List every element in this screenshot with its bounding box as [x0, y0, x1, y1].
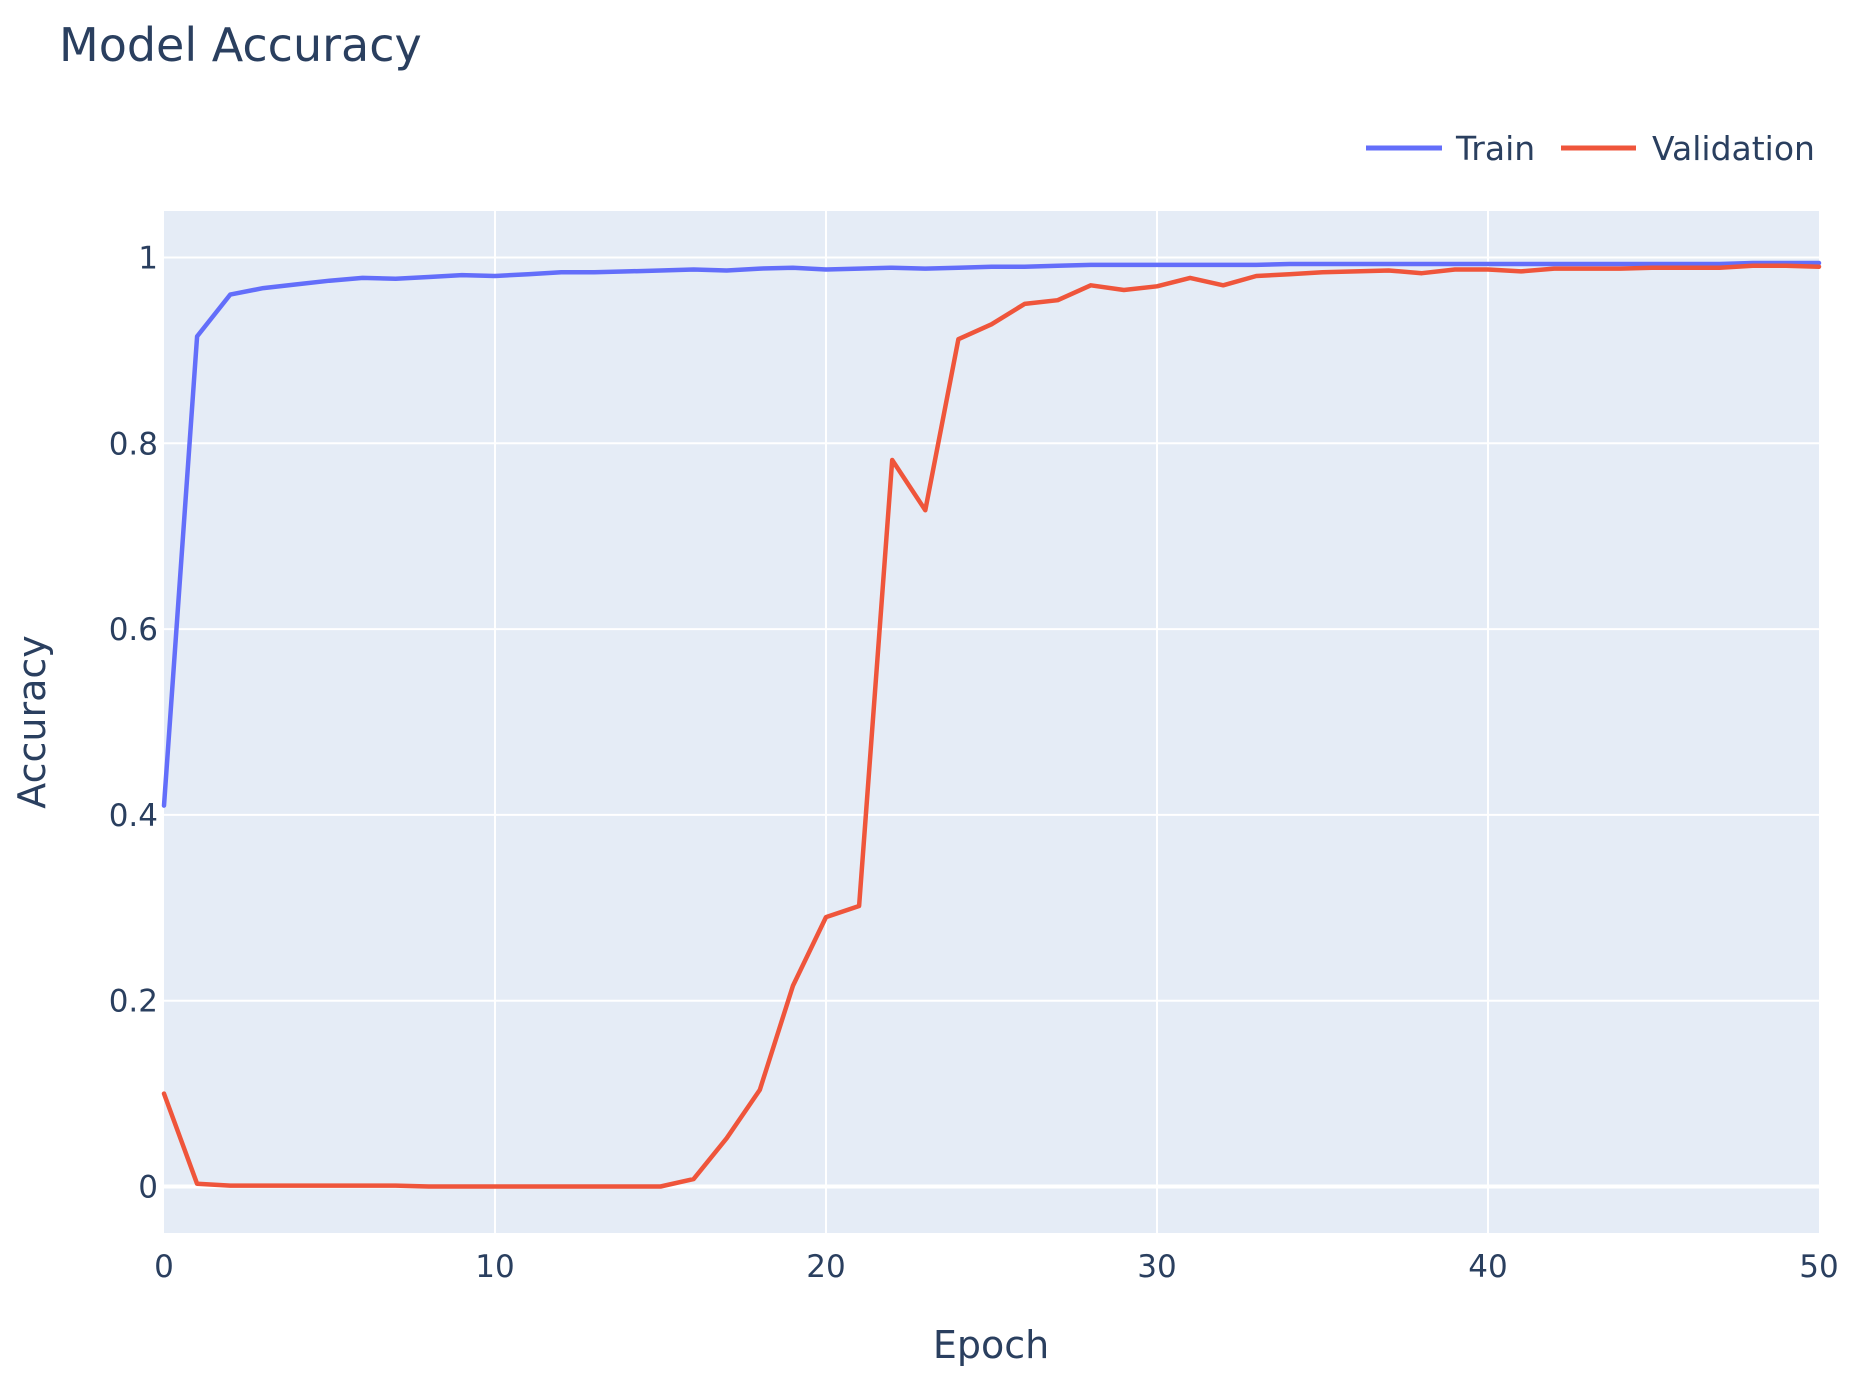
series-lines	[161, 260, 1822, 1189]
x-tick-label: 30	[1137, 1249, 1176, 1285]
legend[interactable]: Train Validation	[1366, 129, 1815, 168]
x-tick-label: 10	[475, 1249, 514, 1285]
y-tick-label: 0.2	[109, 984, 158, 1020]
y-axis-title: Accuracy	[10, 635, 54, 809]
x-gridlines	[494, 211, 1489, 1233]
y-tick-label: 0.6	[109, 612, 158, 648]
x-axis-tick-labels: 0 10 20 30 40 50	[154, 1249, 1839, 1285]
chart-title: Model Accuracy	[59, 18, 422, 72]
y-tick-label: 0.8	[109, 426, 158, 462]
series-line-train	[161, 260, 1822, 808]
legend-item-train[interactable]: Train	[1366, 129, 1535, 168]
plot-area	[164, 211, 1819, 1233]
legend-item-validation[interactable]: Validation	[1561, 129, 1815, 168]
y-gridlines	[164, 256, 1819, 1002]
series-line-validation	[161, 263, 1822, 1189]
x-tick-label: 20	[806, 1249, 845, 1285]
x-tick-label: 40	[1468, 1249, 1507, 1285]
x-axis-title: Epoch	[933, 1323, 1049, 1367]
y-tick-label: 1	[138, 240, 158, 276]
y-axis-tick-labels: 0 0.2 0.4 0.6 0.8 1	[109, 240, 158, 1205]
y-tick-label: 0	[138, 1170, 158, 1206]
x-tick-label: 50	[1799, 1249, 1838, 1285]
x-tick-label: 0	[154, 1249, 174, 1285]
legend-label-train: Train	[1455, 129, 1535, 168]
y-tick-label: 0.4	[109, 798, 158, 834]
legend-label-validation: Validation	[1652, 129, 1815, 168]
